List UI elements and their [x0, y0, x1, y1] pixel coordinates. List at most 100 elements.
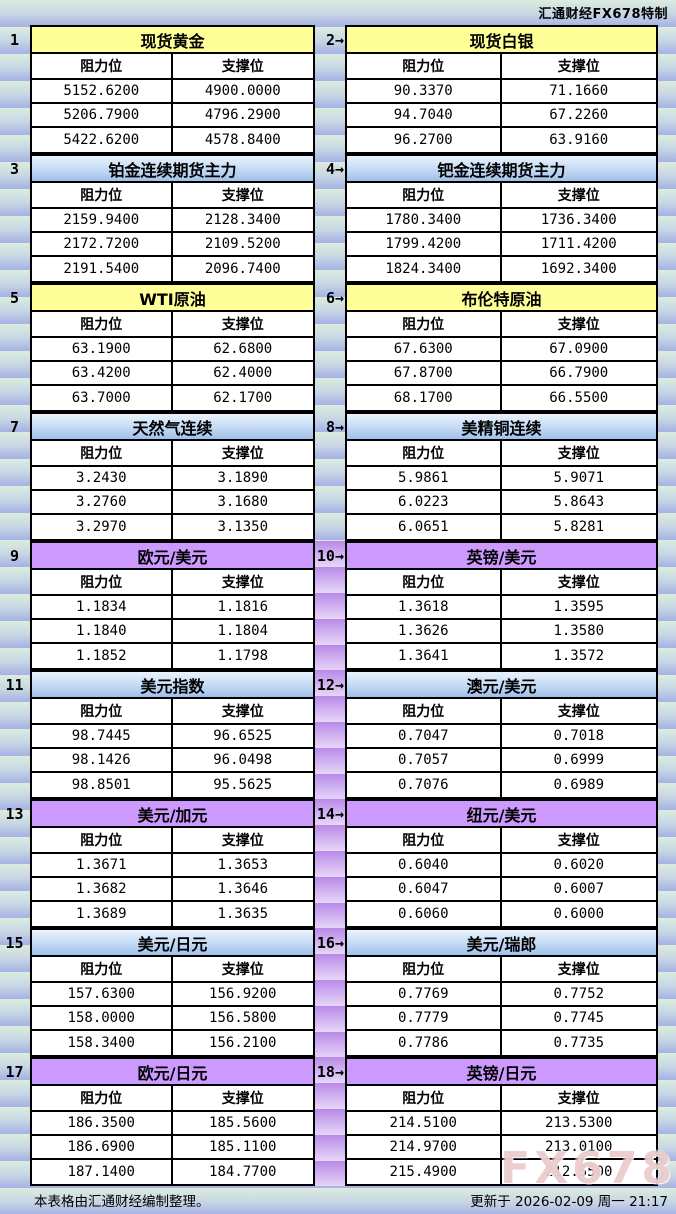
- support-value: 3.1350: [172, 515, 313, 539]
- support-value: 1.1816: [172, 596, 313, 620]
- support-value: 156.2100: [172, 1031, 313, 1055]
- panel-number-arrow-label: 6→: [325, 288, 344, 307]
- panel-body: 阻力位 支撑位 1.1834 1.1816 1.1840 1.1804 1.1852 1.17…: [32, 570, 313, 668]
- support-value: 4796.2900: [172, 104, 313, 128]
- section-row-9: 17 欧元/日元 阻力位 支撑位 186.3500 185.5600 186.6900 185…: [0, 1057, 676, 1186]
- right-edge-strip: [658, 670, 676, 799]
- top-bar: 汇通财经FX678特制: [0, 0, 676, 25]
- left-number-column: 5: [0, 283, 30, 412]
- panel-number-label: 3: [9, 159, 20, 178]
- resistance-value: 67.8700: [347, 362, 502, 386]
- resistance-value: 1.3682: [32, 878, 173, 902]
- resistance-value: 98.1426: [32, 749, 173, 773]
- resistance-value: 157.6300: [32, 983, 173, 1007]
- resistance-value: 67.6300: [347, 338, 502, 362]
- resistance-value: 1.1834: [32, 596, 173, 620]
- panel-body: 阻力位 支撑位 2159.9400 2128.3400 2172.7200 2109.52…: [32, 183, 313, 281]
- support-header: 支撑位: [501, 1086, 656, 1112]
- panel-title: 天然气连续: [32, 414, 313, 441]
- support-header: 支撑位: [501, 828, 656, 854]
- panel-10: 英镑/美元 阻力位 支撑位 1.3618 1.3595 1.3626 1.3580 1.364…: [345, 541, 658, 670]
- section-row-5: 9 欧元/美元 阻力位 支撑位 1.1834 1.1816 1.1840 1.1804 1.18…: [0, 541, 676, 670]
- support-value: 213.0100: [501, 1136, 656, 1160]
- panel-title: 澳元/美元: [347, 672, 656, 699]
- panel-title: WTI原油: [32, 285, 313, 312]
- panel-1: 现货黄金 阻力位 支撑位 5152.6200 4900.0000 5206.7900 479…: [30, 25, 315, 154]
- panel-9: 欧元/美元 阻力位 支撑位 1.1834 1.1816 1.1840 1.1804 1.185…: [30, 541, 315, 670]
- middle-spacer-column: 18→: [315, 1057, 345, 1186]
- resistance-header: 阻力位: [347, 54, 502, 80]
- section-row-4: 7 天然气连续 阻力位 支撑位 3.2430 3.1890 3.2760 3.1680 3.29…: [0, 412, 676, 541]
- resistance-value: 0.7769: [347, 983, 502, 1007]
- resistance-value: 158.3400: [32, 1031, 173, 1055]
- resistance-value: 0.7779: [347, 1007, 502, 1031]
- middle-spacer-column: 4→: [315, 154, 345, 283]
- support-value: 71.1660: [501, 80, 656, 104]
- middle-spacer-column: 8→: [315, 412, 345, 541]
- panel-body: 阻力位 支撑位 98.7445 96.6525 98.1426 96.0498 98.850…: [32, 699, 313, 797]
- support-value: 1.1798: [172, 644, 313, 668]
- left-number-column: 3: [0, 154, 30, 283]
- panel-body: 阻力位 支撑位 63.1900 62.6800 63.4200 62.4000 63.700…: [32, 312, 313, 410]
- panel-title: 美元指数: [32, 672, 313, 699]
- support-value: 0.6000: [501, 902, 656, 926]
- panel-number-arrow-label: 8→: [325, 417, 344, 436]
- support-value: 1.3580: [501, 620, 656, 644]
- right-edge-strip: [658, 154, 676, 283]
- resistance-header: 阻力位: [32, 570, 173, 596]
- support-header: 支撑位: [501, 699, 656, 725]
- left-number-column: 15: [0, 928, 30, 1057]
- panel-4: 钯金连续期货主力 阻力位 支撑位 1780.3400 1736.3400 1799.420…: [345, 154, 658, 283]
- resistance-header: 阻力位: [347, 441, 502, 467]
- resistance-value: 1.1852: [32, 644, 173, 668]
- panel-title: 欧元/日元: [32, 1059, 313, 1086]
- right-edge-strip: [658, 283, 676, 412]
- panel-title: 英镑/日元: [347, 1059, 656, 1086]
- resistance-value: 1.1840: [32, 620, 173, 644]
- panel-body: 阻力位 支撑位 5.9861 5.9071 6.0223 5.8643 6.0651 5.82…: [347, 441, 656, 539]
- support-value: 95.5625: [172, 773, 313, 797]
- resistance-value: 63.4200: [32, 362, 173, 386]
- panel-8: 美精铜连续 阻力位 支撑位 5.9861 5.9071 6.0223 5.8643 6.065…: [345, 412, 658, 541]
- support-value: 96.6525: [172, 725, 313, 749]
- support-value: 0.6999: [501, 749, 656, 773]
- footer-bar: 本表格由汇通财经编制整理。 更新于 2026-02-09 周一 21:17: [0, 1186, 676, 1214]
- panel-title: 钯金连续期货主力: [347, 156, 656, 183]
- resistance-value: 3.2970: [32, 515, 173, 539]
- panel-2: 现货白银 阻力位 支撑位 90.3370 71.1660 94.7040 67.2260 96…: [345, 25, 658, 154]
- resistance-value: 6.0223: [347, 491, 502, 515]
- right-edge-strip: [658, 25, 676, 154]
- support-value: 5.9071: [501, 467, 656, 491]
- section-row-7: 13 美元/加元 阻力位 支撑位 1.3671 1.3653 1.3682 1.3646 1.3…: [0, 799, 676, 928]
- middle-spacer-column: 14→: [315, 799, 345, 928]
- left-number-column: 7: [0, 412, 30, 541]
- support-value: 2109.5200: [172, 233, 313, 257]
- support-value: 2096.7400: [172, 257, 313, 281]
- support-value: 5.8643: [501, 491, 656, 515]
- support-header: 支撑位: [172, 828, 313, 854]
- panel-3: 铂金连续期货主力 阻力位 支撑位 2159.9400 2128.3400 2172.720…: [30, 154, 315, 283]
- resistance-value: 0.7786: [347, 1031, 502, 1055]
- resistance-value: 3.2760: [32, 491, 173, 515]
- panel-number-arrow-label: 4→: [325, 159, 344, 178]
- resistance-header: 阻力位: [32, 441, 173, 467]
- support-value: 1.3653: [172, 854, 313, 878]
- resistance-value: 0.6047: [347, 878, 502, 902]
- panel-title: 英镑/美元: [347, 543, 656, 570]
- resistance-header: 阻力位: [32, 957, 173, 983]
- footer-updated-timestamp: 更新于 2026-02-09 周一 21:17: [470, 1194, 668, 1210]
- resistance-value: 187.1400: [32, 1160, 173, 1184]
- panel-number-label: 1: [9, 30, 20, 49]
- support-header: 支撑位: [501, 54, 656, 80]
- panel-body: 阻力位 支撑位 1.3618 1.3595 1.3626 1.3580 1.3641 1.35…: [347, 570, 656, 668]
- support-header: 支撑位: [172, 570, 313, 596]
- panel-number-arrow-label: 10→: [316, 546, 344, 565]
- resistance-value: 1780.3400: [347, 209, 502, 233]
- resistance-value: 1799.4200: [347, 233, 502, 257]
- panel-number-label: 17: [5, 1062, 24, 1081]
- panel-body: 阻力位 支撑位 90.3370 71.1660 94.7040 67.2260 96.270…: [347, 54, 656, 152]
- panel-title: 纽元/美元: [347, 801, 656, 828]
- resistance-header: 阻力位: [347, 312, 502, 338]
- panel-title: 美元/瑞郎: [347, 930, 656, 957]
